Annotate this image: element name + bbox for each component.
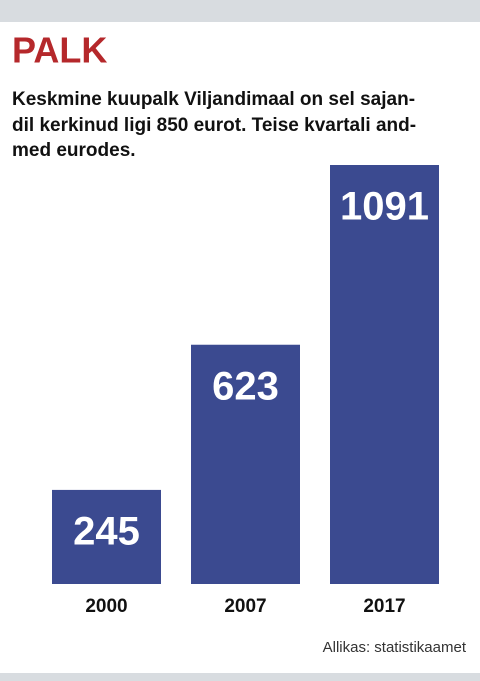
x-tick-label: 2007 xyxy=(224,596,266,617)
bar xyxy=(330,165,439,584)
subtitle: Keskmine kuupalk Viljandimaal on sel saj… xyxy=(12,89,415,110)
x-tick-label: 2017 xyxy=(363,596,405,617)
top-border xyxy=(0,0,480,22)
bottom-border xyxy=(0,673,480,681)
value-label: 245 xyxy=(73,509,140,553)
value-label: 623 xyxy=(212,364,279,408)
subtitle: med eurodes. xyxy=(12,140,136,161)
chart-title: PALK xyxy=(12,30,107,71)
subtitle: dil kerkinud ligi 850 eurot. Teise kvart… xyxy=(12,115,416,136)
source: Allikas: statistikaamet xyxy=(323,639,467,656)
x-tick-label: 2000 xyxy=(85,596,127,617)
bar xyxy=(191,344,300,584)
value-label: 1091 xyxy=(340,185,429,229)
bar xyxy=(52,489,161,584)
